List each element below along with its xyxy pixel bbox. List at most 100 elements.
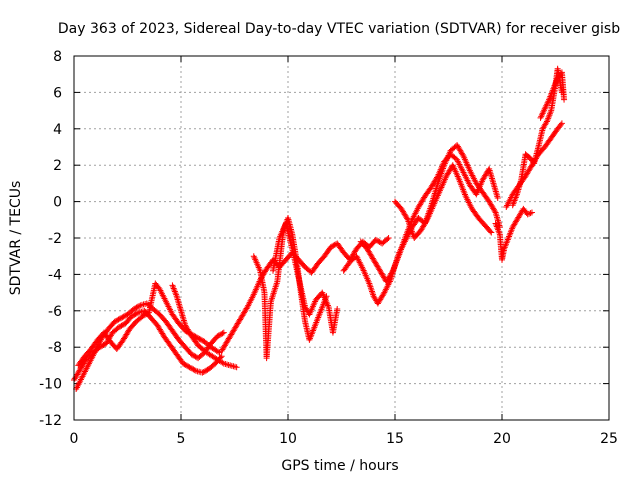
data-point-marker	[329, 243, 336, 250]
data-point-marker	[189, 352, 196, 359]
y-tick-label: -6	[48, 304, 62, 320]
x-tick-label: 0	[70, 431, 79, 447]
data-point-marker	[215, 332, 222, 339]
data-point-marker	[119, 314, 126, 321]
data-point-marker	[384, 236, 391, 243]
data-point-marker	[130, 305, 137, 312]
data-point-marker	[180, 360, 187, 367]
data-point-marker	[142, 311, 149, 318]
data-point-marker	[487, 228, 494, 235]
data-point-marker	[191, 352, 198, 359]
data-point-marker	[372, 236, 379, 243]
data-point-marker	[524, 211, 531, 218]
data-point-marker	[143, 311, 150, 318]
data-point-marker	[131, 311, 138, 318]
series-trace-7	[270, 220, 341, 336]
series-trace-10	[392, 162, 495, 241]
data-point-marker	[186, 364, 193, 371]
data-point-marker	[111, 318, 118, 325]
data-point-marker	[330, 242, 337, 249]
data-point-marker	[374, 237, 381, 244]
data-point-marker	[191, 367, 198, 374]
series-trace-5	[218, 235, 392, 354]
data-point-marker	[197, 336, 204, 343]
data-point-marker	[133, 310, 140, 317]
x-tick-label: 25	[600, 431, 618, 447]
data-point-marker	[557, 121, 564, 128]
x-tick-labels: 0 5 10 15 20 25	[70, 431, 618, 447]
series-trace-11	[492, 205, 535, 263]
data-point-marker	[526, 210, 533, 217]
y-tick-label: -10	[39, 377, 62, 393]
y-tick-label: 2	[53, 158, 62, 174]
data-point-marker	[115, 316, 122, 323]
data-point-marker	[389, 269, 396, 276]
y-tick-label: 8	[53, 49, 62, 65]
data-point-marker	[528, 209, 535, 216]
data-point-marker	[233, 364, 240, 371]
series-trace-14	[537, 69, 568, 121]
plot-frame	[73, 55, 610, 421]
y-tick-label: -8	[48, 340, 62, 356]
data-point-marker	[327, 244, 334, 251]
data-point-marker	[219, 330, 226, 337]
data-point-marker	[488, 229, 495, 236]
grid	[73, 55, 610, 421]
data-point-marker	[100, 342, 107, 349]
x-tick-label: 10	[279, 431, 297, 447]
series-trace-9	[357, 151, 501, 285]
data-point-marker	[189, 365, 196, 372]
y-tick-label: 4	[53, 122, 62, 138]
data-point-marker	[218, 331, 225, 338]
series-trace-1	[71, 307, 225, 383]
data-point-marker	[199, 369, 206, 376]
data-point-marker	[140, 312, 147, 319]
series-trace-6	[250, 214, 330, 362]
data-point-marker	[117, 323, 124, 330]
data-point-marker	[132, 305, 139, 312]
series-trace-3	[75, 280, 223, 369]
data-point-marker	[494, 194, 501, 201]
data-point-marker	[181, 361, 188, 368]
y-tick-label: -2	[48, 231, 62, 247]
data-point-marker	[118, 315, 125, 322]
x-tick-label: 5	[177, 431, 186, 447]
data-point-marker	[132, 311, 139, 318]
data-point-marker	[188, 351, 195, 358]
data-point-marker	[118, 322, 125, 329]
data-point-marker	[334, 305, 341, 312]
data-point-marker	[130, 312, 137, 319]
data-point-marker	[201, 368, 208, 375]
y-tick-labels: -12 -10 -8 -6 -4 -2 0 2 4 6 8	[39, 49, 62, 429]
data-point-marker	[116, 315, 123, 322]
data-point-marker	[190, 366, 197, 373]
data-point-marker	[218, 353, 225, 360]
y-tick-label: -12	[39, 413, 62, 429]
y-tick-label: 6	[53, 85, 62, 101]
data-point-marker	[220, 329, 227, 336]
data-point-marker	[198, 337, 205, 344]
data-point-marker	[527, 210, 534, 217]
data-point-marker	[115, 324, 122, 331]
data-point-marker	[182, 362, 189, 369]
y-axis-label: SDTVAR / TECUs	[8, 181, 24, 296]
data-point-marker	[133, 304, 140, 311]
chart-title: Day 363 of 2023, Sidereal Day-to-day VTE…	[58, 21, 620, 37]
data-point-marker	[187, 364, 194, 371]
data-points	[71, 65, 568, 393]
data-point-marker	[404, 215, 411, 222]
data-point-marker	[139, 313, 146, 320]
data-point-marker	[121, 312, 128, 319]
x-axis-label: GPS time / hours	[281, 458, 398, 474]
data-point-marker	[196, 335, 203, 342]
data-point-marker	[112, 317, 119, 324]
x-tick-label: 15	[386, 431, 404, 447]
data-point-marker	[375, 238, 382, 245]
data-point-marker	[385, 235, 392, 241]
data-point-marker	[134, 303, 141, 310]
data-point-marker	[114, 317, 121, 324]
data-point-marker	[216, 331, 223, 338]
data-point-marker	[119, 321, 126, 328]
data-point-marker	[203, 367, 210, 374]
